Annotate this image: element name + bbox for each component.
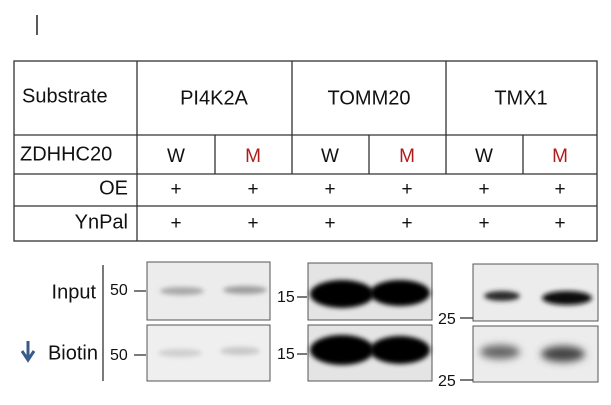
table-grid xyxy=(13,60,598,242)
down-arrow xyxy=(20,341,36,363)
marker-label: 50 xyxy=(110,347,128,364)
marker-ticks xyxy=(134,290,473,381)
table-cell: + xyxy=(554,213,565,234)
table-cell: + xyxy=(170,213,181,234)
blot-panels xyxy=(146,261,599,383)
marker-label: 25 xyxy=(438,311,456,328)
table-cell: + xyxy=(554,179,565,200)
table-cell: + xyxy=(170,179,181,200)
row-label: YnPal xyxy=(75,211,128,233)
row-label: ZDHHC20 xyxy=(20,143,112,165)
column-header: Substrate xyxy=(22,85,108,107)
blot-row-label: Biotin xyxy=(48,342,98,364)
table-cell: W xyxy=(167,146,185,167)
table-cell: + xyxy=(478,179,489,200)
column-header: TOMM20 xyxy=(328,87,411,109)
row-label: OE xyxy=(99,177,128,199)
table-cell: M xyxy=(245,146,261,167)
table-cell: W xyxy=(475,146,493,167)
table-cell: + xyxy=(247,179,258,200)
table-cell: + xyxy=(324,179,335,200)
marker-label: 15 xyxy=(277,346,295,363)
table-cell: M xyxy=(552,146,568,167)
table-cell: + xyxy=(401,213,412,234)
table-cell: + xyxy=(401,179,412,200)
blot-row-label: Input xyxy=(52,281,97,303)
table-cell: M xyxy=(399,146,415,167)
table-cell: W xyxy=(321,146,339,167)
marker-label: 25 xyxy=(438,373,456,390)
column-header: PI4K2A xyxy=(180,87,248,109)
column-header: TMX1 xyxy=(494,87,547,109)
table-cell: + xyxy=(324,213,335,234)
marker-label: 50 xyxy=(110,282,128,299)
table-cell: + xyxy=(478,213,489,234)
marker-label: 15 xyxy=(277,289,295,306)
table-cell: + xyxy=(247,213,258,234)
